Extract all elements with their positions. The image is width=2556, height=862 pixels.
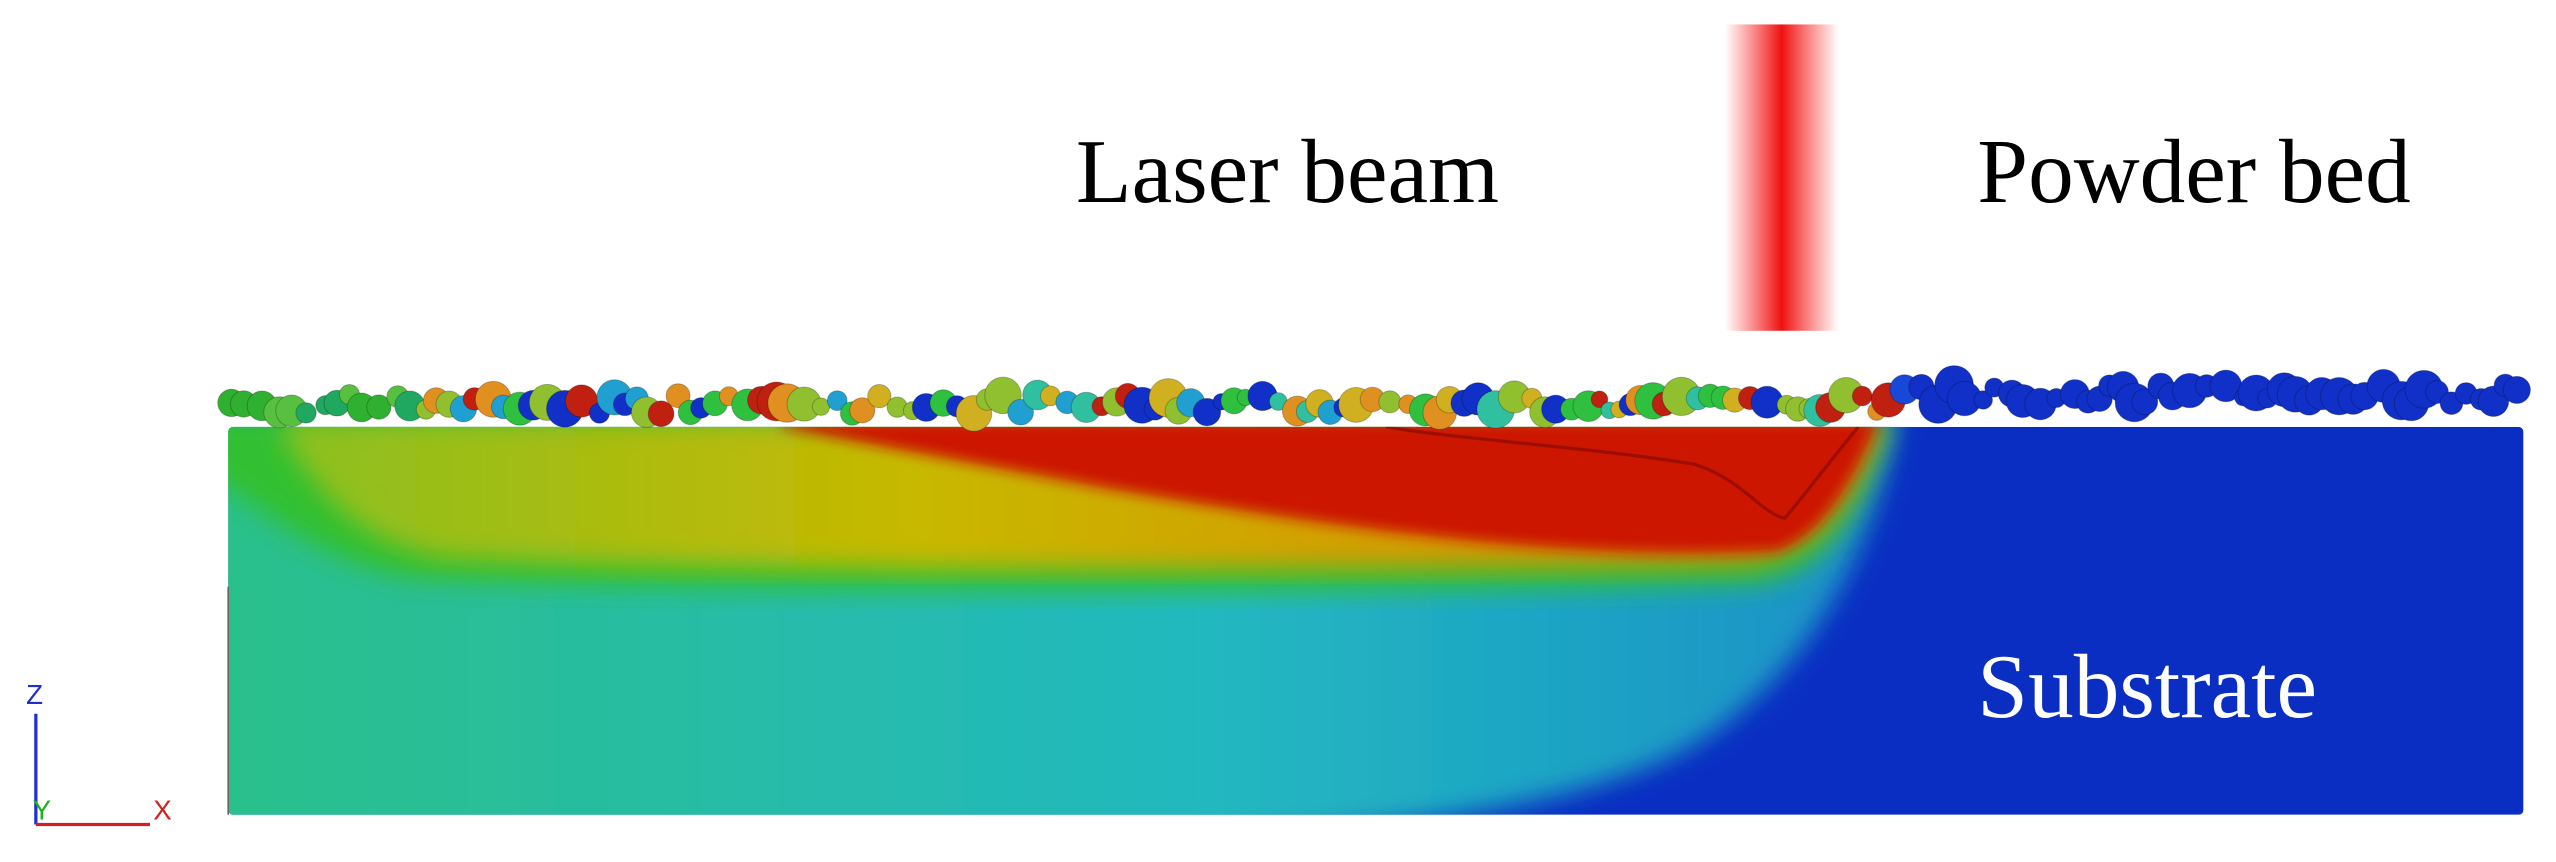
powder-particle [1590, 390, 1609, 409]
substrate [228, 426, 2524, 815]
powder-label: Powder bed [1977, 121, 2410, 222]
powder-bed [217, 365, 2531, 432]
laser-label: Laser beam [1076, 121, 1499, 222]
laser-beam [1724, 24, 1839, 331]
y-label: Y [33, 795, 51, 826]
powder-particle [1973, 390, 1993, 410]
melt-surface [1385, 426, 1860, 520]
powder-particle [366, 394, 392, 420]
powder-particle [2502, 375, 2531, 404]
axis-triad: Z Y X [26, 679, 172, 827]
powder-particle [867, 384, 892, 409]
powder-particle [647, 400, 675, 428]
z-label: Z [26, 679, 43, 710]
powder-particle [1007, 398, 1034, 426]
powder-particle [295, 402, 317, 424]
powder-particle [1378, 390, 1402, 414]
powder-particle [1851, 385, 1873, 407]
powder-particle [2131, 388, 2159, 416]
powder-particle [665, 383, 691, 409]
powder-particle [849, 397, 876, 424]
powder-particle [826, 390, 848, 412]
substrate-label: Substrate [1977, 636, 2317, 737]
x-label: X [153, 795, 171, 826]
